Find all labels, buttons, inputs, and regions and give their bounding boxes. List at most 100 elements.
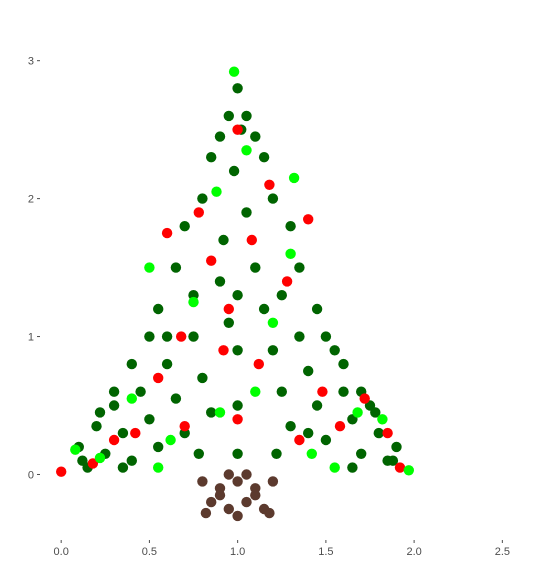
data-point (206, 407, 217, 418)
x-tick-label: 2.5 (495, 546, 510, 558)
data-point (144, 414, 155, 425)
data-point (197, 372, 208, 384)
data-point (303, 427, 314, 439)
data-point (179, 221, 190, 232)
x-tick-label: 0.0 (54, 546, 69, 558)
data-point (387, 455, 399, 466)
data-point (232, 448, 243, 459)
data-point (232, 400, 243, 411)
data-point (258, 303, 270, 315)
data-point (200, 507, 212, 519)
data-point (258, 152, 270, 163)
data-point (153, 303, 164, 315)
data-point (188, 296, 199, 308)
data-point (232, 345, 243, 356)
data-point (320, 331, 332, 342)
data-point (153, 372, 164, 384)
data-point (126, 358, 137, 370)
data-point (197, 476, 208, 487)
data-point (170, 262, 182, 273)
data-point (232, 124, 243, 135)
data-point (179, 421, 190, 432)
data-point (250, 490, 261, 501)
data-point (176, 331, 187, 342)
data-point (329, 462, 340, 473)
data-point (232, 290, 243, 301)
data-point (250, 262, 261, 273)
data-point (334, 421, 346, 432)
data-point (130, 427, 141, 439)
x-tick-label: 0.5 (142, 546, 157, 558)
data-point (228, 66, 240, 77)
data-point (108, 386, 120, 397)
data-point (232, 83, 243, 94)
x-axis: 0.0 0.5 1.0 1.5 2.0 2.5 (54, 540, 510, 558)
data-point (267, 193, 279, 204)
y-tick-label: 0 (28, 469, 34, 481)
data-point (77, 455, 88, 466)
data-point (165, 434, 176, 446)
data-point (303, 214, 314, 225)
data-point (338, 386, 349, 397)
data-point (228, 165, 240, 177)
data-point (214, 407, 226, 418)
data-point (394, 462, 406, 473)
x-tick-label: 1.0 (230, 546, 245, 558)
data-point (347, 462, 358, 473)
y-axis: 0 1 2 3 (28, 56, 40, 481)
data-point (232, 510, 243, 522)
data-point (232, 476, 243, 487)
data-point (117, 427, 129, 439)
data-point (285, 421, 296, 432)
data-point (188, 331, 199, 342)
data-point (144, 331, 155, 342)
data-point (241, 207, 252, 218)
data-point (161, 227, 173, 239)
data-point (403, 465, 414, 476)
data-point (338, 358, 349, 370)
data-point (253, 358, 264, 370)
data-point (391, 441, 402, 453)
data-point (250, 131, 261, 142)
data-point (206, 255, 217, 266)
data-point (267, 476, 279, 487)
x-tick-label: 2.0 (406, 546, 421, 558)
data-point (193, 448, 204, 459)
data-point (161, 331, 173, 342)
data-point (153, 462, 164, 473)
data-point (170, 393, 182, 404)
data-point (382, 427, 393, 439)
data-point (373, 427, 384, 439)
data-point (87, 458, 99, 469)
data-point (303, 365, 314, 377)
data-point (294, 331, 305, 342)
data-point (285, 221, 296, 232)
data-point (241, 469, 252, 480)
data-point (311, 400, 323, 411)
data-point (356, 448, 367, 459)
data-point (276, 290, 287, 301)
data-point (294, 434, 305, 446)
data-point (320, 434, 332, 446)
y-tick-label: 1 (28, 332, 34, 344)
data-point (311, 303, 323, 315)
data-point (241, 145, 252, 156)
data-point (329, 345, 340, 356)
data-point (56, 466, 67, 477)
data-point (193, 207, 204, 218)
data-point (267, 345, 279, 356)
data-point (218, 345, 229, 356)
data-point (197, 193, 208, 204)
data-point (271, 448, 282, 459)
data-point (161, 358, 173, 370)
data-point (206, 152, 217, 163)
data-point (246, 234, 257, 246)
y-tick-label: 2 (28, 194, 34, 206)
data-point (94, 452, 106, 464)
data-point (108, 434, 120, 446)
data-point (359, 393, 370, 404)
data-point (264, 507, 275, 519)
data-point (214, 276, 226, 287)
data-point (352, 407, 363, 418)
